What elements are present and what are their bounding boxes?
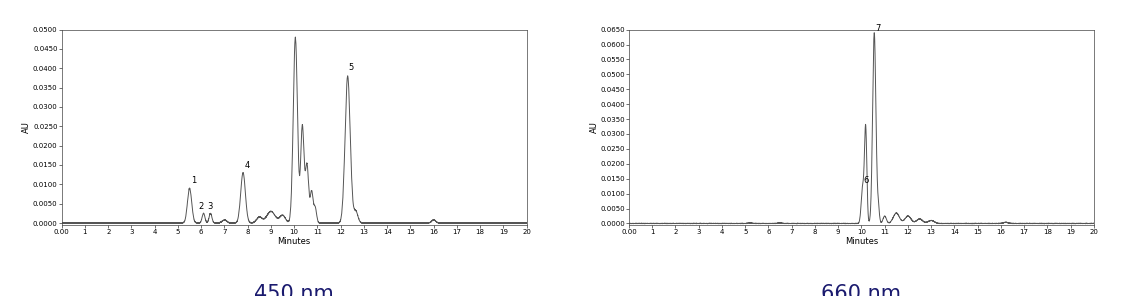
Y-axis label: AU: AU (590, 121, 599, 133)
Text: 4: 4 (245, 161, 249, 170)
Text: 660 nm: 660 nm (821, 284, 901, 296)
Text: 3: 3 (208, 202, 212, 211)
Text: 5: 5 (349, 63, 355, 72)
Y-axis label: AU: AU (22, 121, 31, 133)
Text: 2: 2 (199, 202, 204, 211)
Text: 7: 7 (875, 24, 881, 33)
Text: 1: 1 (191, 176, 196, 185)
X-axis label: Minutes: Minutes (845, 237, 879, 245)
Text: 450 nm: 450 nm (255, 284, 334, 296)
X-axis label: Minutes: Minutes (277, 237, 311, 245)
Text: 6: 6 (863, 176, 868, 185)
